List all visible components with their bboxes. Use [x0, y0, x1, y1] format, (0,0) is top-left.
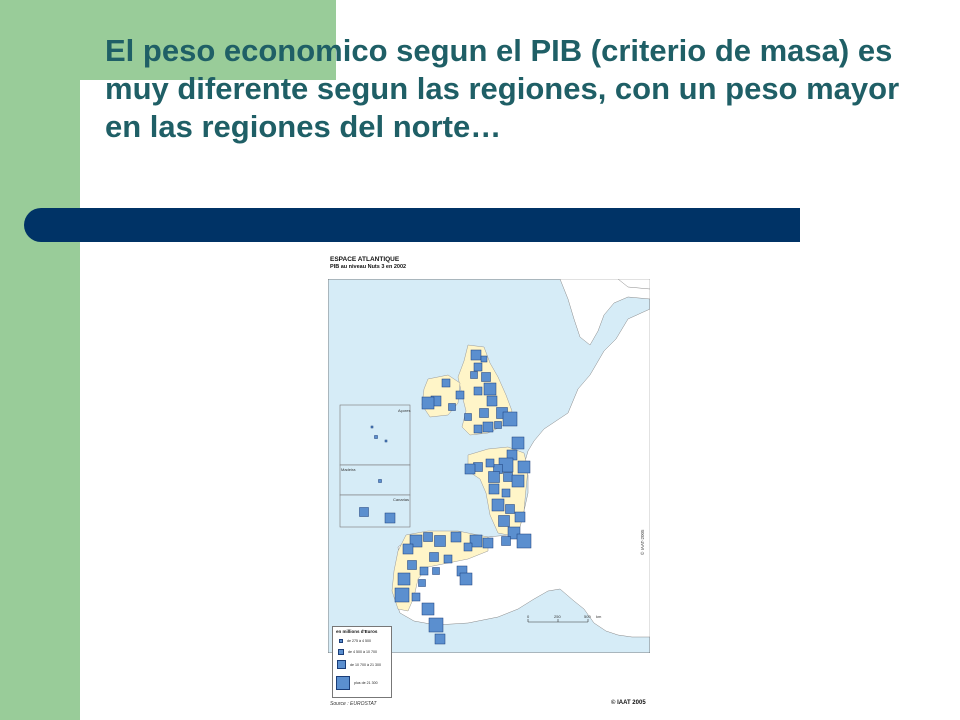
map-legend: en millions d'Euros de 275 à 4 500 de 4 …	[332, 626, 392, 698]
slide-title: El peso economico segun el PIB (criterio…	[105, 33, 900, 144]
gdp-symbol	[482, 537, 494, 549]
inset-azores	[339, 404, 411, 466]
gdp-symbol	[501, 488, 511, 498]
gdp-symbol	[473, 362, 483, 372]
gdp-symbol	[479, 408, 489, 418]
gdp-symbol	[494, 421, 502, 429]
gdp-symbol	[511, 436, 525, 450]
gdp-symbol	[514, 511, 526, 523]
inset-canarias	[339, 494, 411, 528]
scale-bar: 0 250 500 km	[527, 614, 602, 623]
map-frame: Açores Madeira Canarias 0 250 500 km	[328, 279, 650, 653]
gdp-symbol	[482, 421, 494, 433]
gdp-symbol	[434, 535, 446, 547]
scale-label-500: 500	[584, 614, 591, 619]
gdp-symbol	[481, 372, 491, 382]
gdp-symbol	[464, 463, 476, 475]
gdp-symbol	[374, 435, 378, 439]
legend-label-4: plus de 21 300	[354, 681, 378, 685]
gdp-symbol	[402, 543, 414, 555]
gdp-symbol	[384, 512, 396, 524]
gdp-symbol	[491, 498, 505, 512]
gdp-symbol	[443, 554, 453, 564]
gdp-symbol	[503, 472, 513, 482]
legend-item-2: de 4 500 à 10 700	[336, 649, 377, 655]
scale-label-0: 0	[527, 614, 530, 619]
side-decor-panel	[0, 0, 80, 720]
legend-item-4: plus de 21 300	[336, 676, 378, 690]
gdp-symbol	[418, 579, 426, 587]
gdp-symbol	[378, 479, 382, 483]
scale-label-250: 250	[554, 614, 561, 619]
map-copyright: © IAAT 2005	[611, 700, 646, 706]
gdp-symbol	[428, 617, 444, 633]
gdp-symbol	[434, 633, 446, 645]
gdp-symbol	[516, 533, 532, 549]
title-underline-band	[24, 208, 800, 242]
gdp-symbols	[359, 349, 532, 645]
legend-label-2: de 4 500 à 10 700	[348, 650, 377, 654]
gdp-symbol	[450, 531, 462, 543]
gdp-symbol	[359, 507, 369, 517]
gdp-symbol	[473, 424, 483, 434]
gdp-symbol	[370, 425, 374, 429]
gdp-symbol	[394, 587, 410, 603]
gdp-symbol	[470, 371, 478, 379]
gdp-symbol	[441, 378, 451, 388]
gdp-symbol	[485, 458, 495, 468]
gdp-symbol	[498, 515, 510, 527]
gdp-symbol	[421, 396, 435, 410]
legend-swatch-2	[338, 649, 344, 655]
gdp-symbol	[483, 382, 497, 396]
legend-item-1: de 275 à 4 500	[336, 639, 371, 643]
inset-label-canarias: Canarias	[393, 497, 409, 502]
legend-title: en millions d'Euros	[336, 629, 378, 634]
gdp-symbol	[407, 560, 417, 570]
gdp-symbol	[501, 536, 511, 546]
gdp-symbol	[432, 567, 440, 575]
gdp-symbol	[488, 483, 500, 495]
gdp-symbol	[423, 532, 433, 542]
map-title: ESPACE ATLANTIQUE	[330, 256, 400, 263]
inset-madeira	[339, 464, 411, 496]
map-source: Source : EUROSTAT	[330, 701, 377, 707]
gdp-symbol	[473, 386, 483, 396]
gdp-symbol	[411, 592, 421, 602]
scandinavia	[559, 279, 650, 346]
legend-label-1: de 275 à 4 500	[347, 639, 371, 643]
gdp-symbol	[464, 413, 472, 421]
legend-swatch-4	[336, 676, 350, 690]
scale-unit: km	[596, 614, 602, 619]
vertical-credit: © IAAT-2005	[640, 529, 645, 556]
gdp-symbol	[397, 572, 411, 586]
top-decor-panel	[0, 0, 336, 80]
legend-swatch-1	[339, 639, 343, 643]
gdp-symbol	[419, 566, 429, 576]
gdp-symbol	[502, 411, 518, 427]
gdp-symbol	[463, 542, 473, 552]
map-svg: Açores Madeira Canarias 0 250 500 km	[328, 279, 650, 653]
gdp-symbol	[469, 534, 483, 548]
gdp-symbol	[455, 390, 465, 400]
inset-label-azores: Açores	[398, 408, 410, 413]
gdp-symbol	[517, 460, 531, 474]
gdp-symbol	[421, 602, 435, 616]
gdp-symbol	[429, 552, 439, 562]
legend-label-3: de 10 700 à 21 300	[350, 662, 381, 667]
gdp-symbol	[470, 349, 482, 361]
gdp-symbol	[448, 403, 456, 411]
inset-label-madeira: Madeira	[341, 467, 356, 472]
legend-item-3: de 10 700 à 21 300	[336, 660, 381, 669]
gdp-symbol	[488, 471, 500, 483]
north-land	[617, 279, 650, 290]
gdp-symbol	[511, 474, 525, 488]
legend-swatch-3	[337, 660, 346, 669]
map-subtitle: PIB au niveau Nuts 3 en 2002	[330, 264, 407, 270]
gdp-symbol	[486, 395, 498, 407]
gdp-symbol	[459, 572, 473, 586]
gdp-symbol	[480, 355, 488, 363]
gdp-symbol	[384, 439, 388, 443]
gdp-symbol	[505, 504, 515, 514]
